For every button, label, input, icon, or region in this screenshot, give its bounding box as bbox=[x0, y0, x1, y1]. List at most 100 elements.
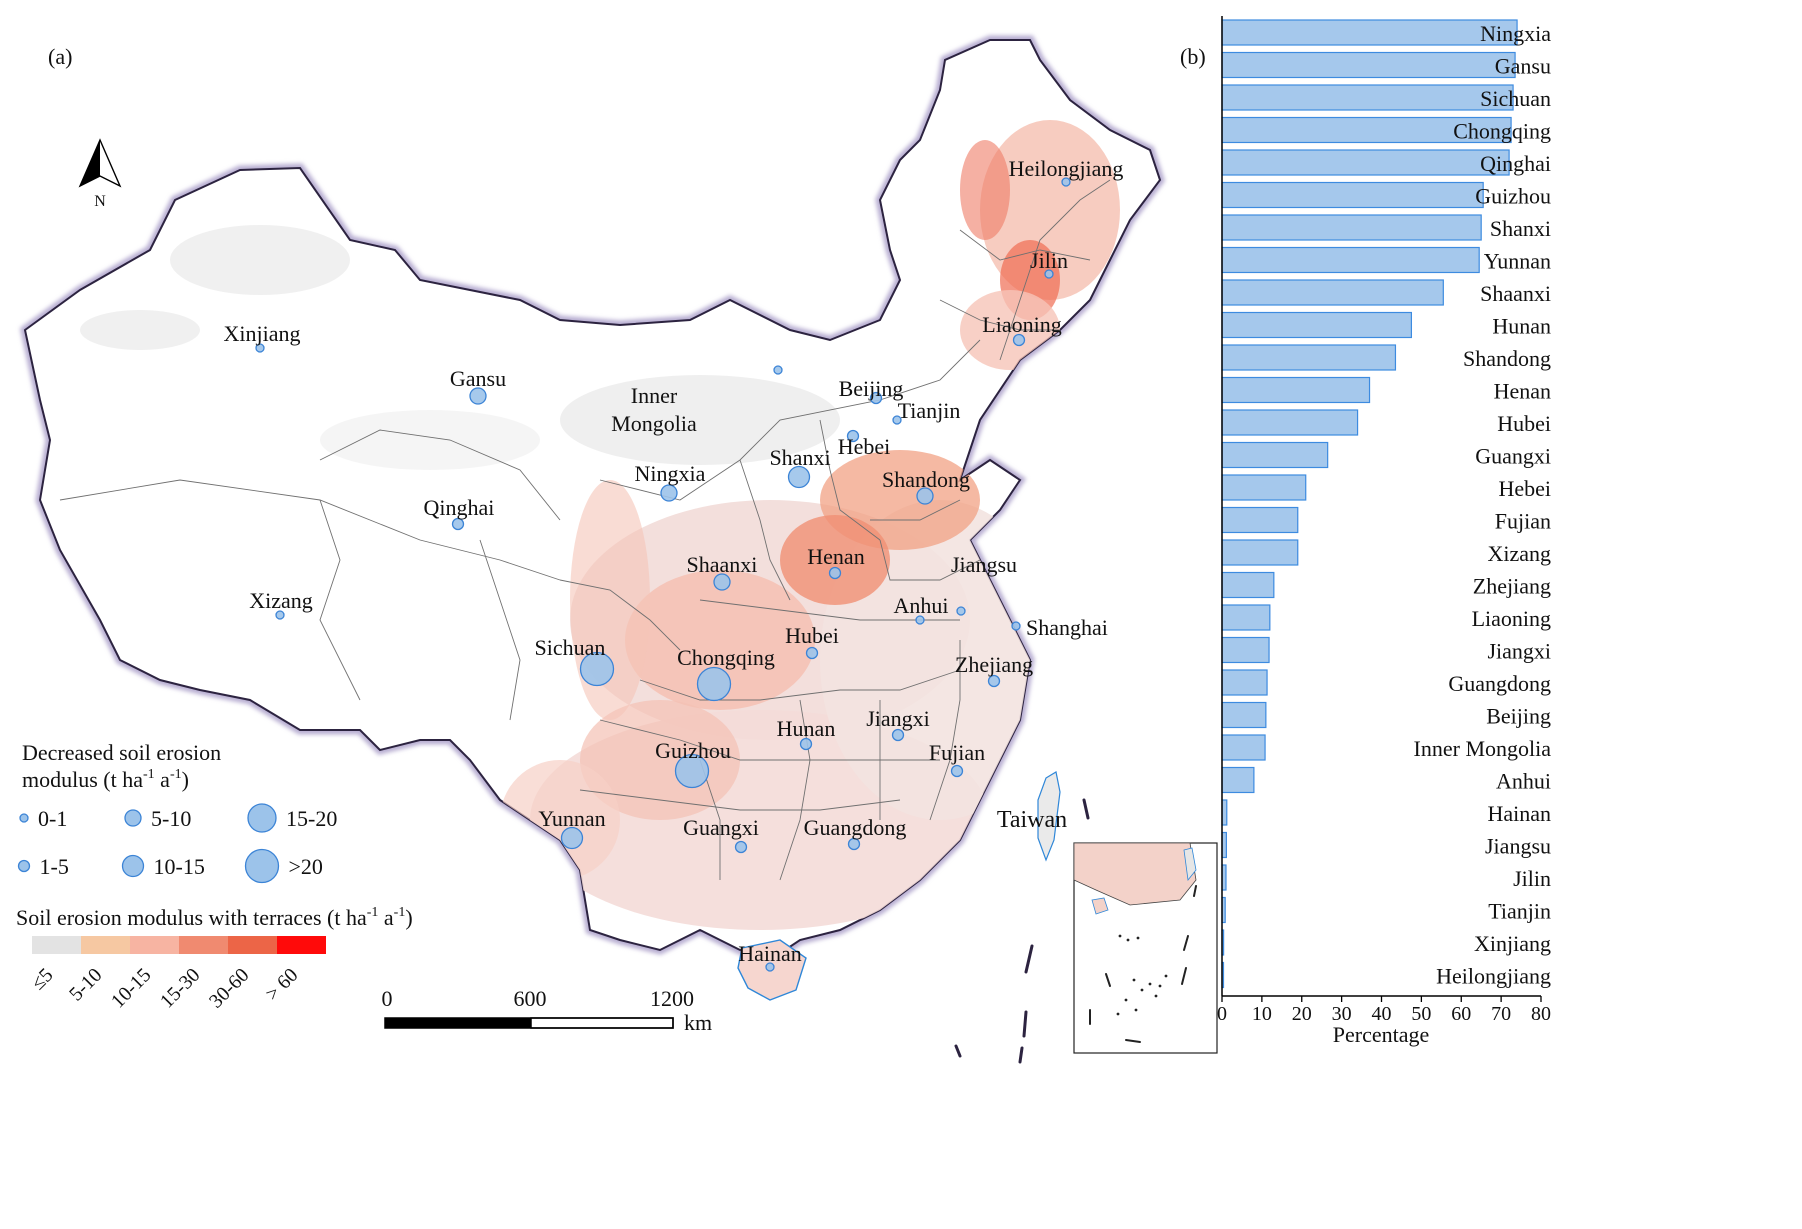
legend-bubble-3 bbox=[17, 859, 31, 873]
bubble-shanxi bbox=[787, 465, 811, 489]
bar-labels: Ningxia Gansu Sichuan Chongqing Qinghai Guizh… bbox=[1414, 21, 1552, 989]
color-swatch-4 bbox=[228, 936, 277, 954]
bubble-qinghai bbox=[451, 517, 465, 531]
province-label-jiangsu: Jiangsu bbox=[951, 552, 1017, 577]
bubble-fujian bbox=[950, 764, 964, 778]
x-tick-label-1: 10 bbox=[1252, 1003, 1272, 1025]
bar-xizang bbox=[1221, 539, 1299, 566]
bubble-legend: Decreased soil erosion modulus (t ha-1 a… bbox=[17, 740, 337, 884]
color-legend-items: ≤5 5-10 10-15 15-30 30-60 > 60 bbox=[27, 936, 326, 1013]
bar-label-shandong: Shandong bbox=[1463, 346, 1551, 371]
bar-hebei bbox=[1221, 474, 1307, 501]
bar-hubei bbox=[1221, 409, 1359, 436]
province-label-gansu: Gansu bbox=[450, 366, 506, 391]
scale-tick-1200: 1200 bbox=[650, 986, 694, 1011]
color-swatch-3 bbox=[179, 936, 228, 954]
legend-bubble-label-5: >20 bbox=[289, 854, 323, 879]
province-label-zhejiang: Zhejiang bbox=[955, 652, 1033, 677]
bar-inner-mongolia bbox=[1221, 734, 1266, 761]
bar-ningxia bbox=[1221, 19, 1518, 46]
bar-label-hainan: Hainan bbox=[1487, 801, 1551, 826]
bar-label-liaoning: Liaoning bbox=[1472, 606, 1551, 631]
bubble-hunan bbox=[799, 737, 813, 751]
province-label-ningxia: Ningxia bbox=[635, 461, 706, 486]
bar-label-hunan: Hunan bbox=[1492, 314, 1551, 339]
province-label-jiangxi: Jiangxi bbox=[866, 706, 930, 731]
bubble-hainan bbox=[765, 962, 775, 972]
color-legend-label-2: 10-15 bbox=[107, 964, 156, 1013]
bubble-guizhou bbox=[674, 753, 710, 789]
province-label-shanxi: Shanxi bbox=[769, 445, 830, 470]
province-label-guangxi: Guangxi bbox=[683, 815, 759, 840]
bubble-legend-items: 0-1 5-10 15-20 1-5 10-15 >20 bbox=[17, 803, 337, 884]
x-axis-label: Percentage bbox=[1333, 1022, 1430, 1047]
bar-label-zhejiang: Zhejiang bbox=[1473, 574, 1551, 599]
bubble-henan bbox=[828, 566, 842, 580]
color-legend-label-1: 5-10 bbox=[65, 964, 106, 1005]
bubble-zhejiang bbox=[987, 674, 1001, 688]
taiwan-shape bbox=[1037, 771, 1061, 862]
bar-shaanxi bbox=[1221, 279, 1444, 306]
bar-label-jiangxi: Jiangxi bbox=[1487, 639, 1551, 664]
province-label-tianjin: Tianjin bbox=[898, 398, 961, 423]
scale-tick-600: 600 bbox=[514, 986, 547, 1011]
color-swatch-2 bbox=[130, 936, 179, 954]
province-label-liaoning: Liaoning bbox=[982, 312, 1061, 337]
province-label-hainan: Hainan bbox=[738, 941, 802, 966]
province-label-shaanxi: Shaanxi bbox=[687, 552, 758, 577]
color-legend-label-5: > 60 bbox=[261, 964, 302, 1005]
color-legend-label-3: 15-30 bbox=[156, 964, 205, 1013]
bubble-shanghai bbox=[1011, 621, 1021, 631]
bar-label-chongqing: Chongqing bbox=[1453, 119, 1551, 144]
bar-hunan bbox=[1221, 311, 1413, 339]
province-label-heilongjiang: Heilongjiang bbox=[1009, 156, 1124, 181]
bar-qinghai bbox=[1221, 149, 1510, 176]
color-swatch-0 bbox=[32, 936, 81, 954]
bubble-gansu bbox=[469, 387, 487, 405]
bar-liaoning bbox=[1221, 604, 1271, 631]
x-tick-label-3: 30 bbox=[1332, 1003, 1352, 1025]
bar-label-henan: Henan bbox=[1494, 379, 1551, 404]
bar-label-gansu: Gansu bbox=[1495, 54, 1551, 79]
legend-bubble-4 bbox=[121, 854, 145, 878]
bubble-legend-title-line1: Decreased soil erosion bbox=[22, 740, 221, 765]
bar-label-shanxi: Shanxi bbox=[1490, 216, 1551, 241]
color-swatch-1 bbox=[81, 936, 130, 954]
province-boundaries bbox=[59, 179, 1111, 881]
bar-label-jiangsu: Jiangsu bbox=[1485, 834, 1551, 859]
bubble-guangxi bbox=[734, 840, 748, 854]
bubble-shandong bbox=[916, 487, 934, 505]
legend-bubble-5 bbox=[244, 848, 280, 884]
south-china-sea-inset bbox=[1073, 842, 1218, 1054]
legend-bubble-2 bbox=[247, 803, 277, 833]
north-label: N bbox=[94, 193, 106, 210]
province-label-hebei: Hebei bbox=[838, 434, 891, 459]
bar-label-hebei: Hebei bbox=[1498, 476, 1551, 501]
bar-label-tianjin: Tianjin bbox=[1488, 899, 1551, 924]
bubble-anhui bbox=[915, 615, 925, 625]
bar-fujian bbox=[1221, 506, 1299, 534]
bubble-jiangxi bbox=[891, 728, 905, 742]
color-legend-label-4: 30-60 bbox=[205, 964, 254, 1013]
bubble-jiangsu bbox=[956, 606, 966, 616]
province-label-hunan: Hunan bbox=[777, 716, 836, 741]
bubble-xinjiang bbox=[255, 343, 265, 353]
province-label-anhui: Anhui bbox=[894, 593, 949, 618]
legend-bubble-label-1: 5-10 bbox=[151, 806, 191, 831]
province-label-taiwan: Taiwan bbox=[997, 807, 1067, 833]
bar-label-jilin: Jilin bbox=[1513, 866, 1551, 891]
color-legend: Soil erosion modulus with terraces (t ha… bbox=[16, 905, 413, 1013]
bar-label-guangdong: Guangdong bbox=[1448, 671, 1551, 696]
legend-bubble-label-3: 1-5 bbox=[40, 854, 69, 879]
bubble-yunnan bbox=[560, 826, 584, 850]
province-label-fujian: Fujian bbox=[929, 740, 985, 765]
bar-label-inner-mongolia: Inner Mongolia bbox=[1414, 736, 1552, 761]
bar-guangxi bbox=[1221, 441, 1329, 469]
bar-beijing bbox=[1221, 701, 1267, 729]
bar-shanxi bbox=[1221, 214, 1482, 241]
bar-shandong bbox=[1221, 344, 1397, 371]
province-label-beijing: Beijing bbox=[839, 376, 904, 401]
bar-label-guizhou: Guizhou bbox=[1475, 184, 1551, 209]
province-label-chongqing: Chongqing bbox=[677, 645, 775, 670]
